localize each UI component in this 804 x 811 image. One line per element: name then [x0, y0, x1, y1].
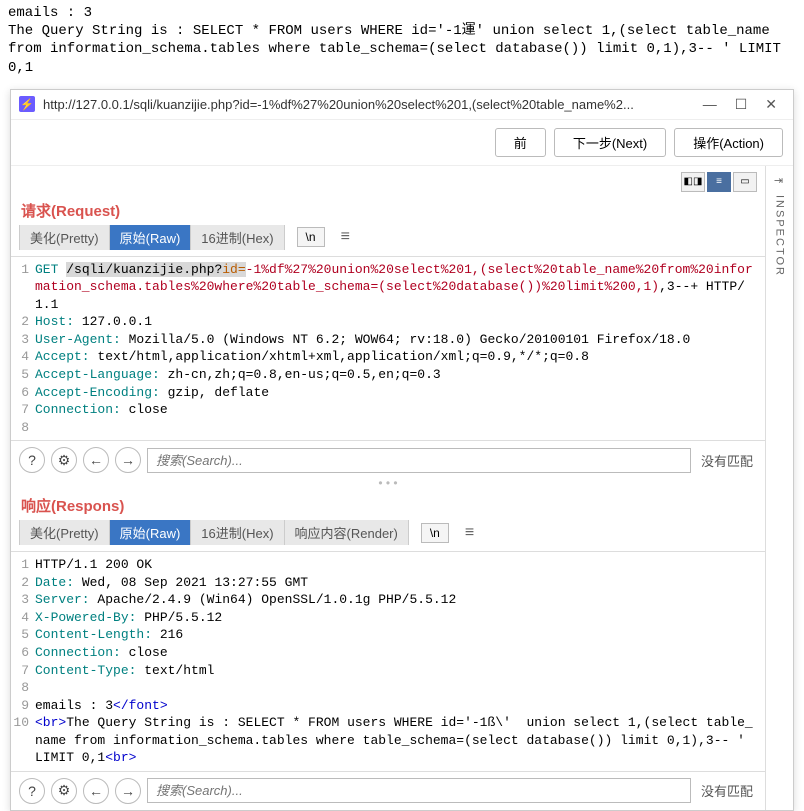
- request-tabs: 美化(Pretty) 原始(Raw) 16进制(Hex) \n ≡: [11, 225, 765, 257]
- tab-raw[interactable]: 原始(Raw): [110, 225, 192, 250]
- app-icon: ⚡: [19, 96, 35, 112]
- tab-pretty[interactable]: 美化(Pretty): [19, 225, 110, 250]
- prev-match-icon[interactable]: ←: [83, 778, 109, 804]
- code-line: 7Connection: close: [11, 401, 765, 419]
- layout-switcher: ◧◨ ≡ ▭: [11, 166, 765, 192]
- code-line: 1GET /sqli/kuanzijie.php?id=-1%df%27%20u…: [11, 261, 765, 314]
- no-match-label: 没有匹配: [697, 781, 757, 800]
- response-code[interactable]: 1HTTP/1.1 200 OK2Date: Wed, 08 Sep 2021 …: [11, 552, 765, 771]
- next-match-icon[interactable]: →: [115, 778, 141, 804]
- code-line: 1HTTP/1.1 200 OK: [11, 556, 765, 574]
- response-search-row: ? ⚙ ← → 没有匹配: [11, 771, 765, 810]
- response-tabs: 美化(Pretty) 原始(Raw) 16进制(Hex) 响应内容(Render…: [11, 520, 765, 552]
- help-icon[interactable]: ?: [19, 447, 45, 473]
- output-line: The Query String is : SELECT * FROM user…: [8, 22, 796, 77]
- inspector-label: INSPECTOR: [774, 195, 786, 277]
- layout-columns-icon[interactable]: ◧◨: [681, 172, 705, 192]
- search-input[interactable]: [147, 448, 691, 473]
- maximize-icon[interactable]: ☐: [735, 96, 748, 113]
- burp-window: ⚡ http://127.0.0.1/sqli/kuanzijie.php?id…: [10, 89, 794, 811]
- code-line: 2Host: 127.0.0.1: [11, 313, 765, 331]
- code-line: 9emails : 3</font>: [11, 697, 765, 715]
- response-header: 响应(Respons): [11, 487, 765, 520]
- code-line: 3Server: Apache/2.4.9 (Win64) OpenSSL/1.…: [11, 591, 765, 609]
- panel-divider[interactable]: • • •: [11, 479, 765, 487]
- code-line: 8: [11, 419, 765, 437]
- code-line: 2Date: Wed, 08 Sep 2021 13:27:55 GMT: [11, 574, 765, 592]
- layout-stacked-icon[interactable]: ≡: [707, 172, 731, 192]
- window-title: http://127.0.0.1/sqli/kuanzijie.php?id=-…: [43, 97, 695, 112]
- newline-toggle[interactable]: \n: [421, 523, 449, 543]
- code-line: 4X-Powered-By: PHP/5.5.12: [11, 609, 765, 627]
- inspector-sidebar[interactable]: ⇥ INSPECTOR: [765, 166, 793, 810]
- no-match-label: 没有匹配: [697, 451, 757, 470]
- tab-hex[interactable]: 16进制(Hex): [191, 520, 284, 545]
- tab-menu-icon[interactable]: ≡: [457, 522, 482, 544]
- close-icon[interactable]: ✕: [765, 96, 777, 113]
- code-line: 7Content-Type: text/html: [11, 662, 765, 680]
- minimize-icon[interactable]: —: [703, 96, 717, 113]
- layout-tabs-icon[interactable]: ▭: [733, 172, 757, 192]
- tab-render[interactable]: 响应内容(Render): [285, 520, 409, 545]
- code-line: 3User-Agent: Mozilla/5.0 (Windows NT 6.2…: [11, 331, 765, 349]
- window-controls: — ☐ ✕: [695, 96, 785, 113]
- gear-icon[interactable]: ⚙: [51, 778, 77, 804]
- panels: ◧◨ ≡ ▭ 请求(Request) 美化(Pretty) 原始(Raw) 16…: [11, 166, 765, 810]
- prev-button[interactable]: 前: [495, 128, 546, 157]
- action-button[interactable]: 操作(Action): [674, 128, 783, 157]
- tab-raw[interactable]: 原始(Raw): [110, 520, 192, 545]
- tab-hex[interactable]: 16进制(Hex): [191, 225, 284, 250]
- request-code[interactable]: 1GET /sqli/kuanzijie.php?id=-1%df%27%20u…: [11, 257, 765, 440]
- newline-toggle[interactable]: \n: [297, 227, 325, 247]
- help-icon[interactable]: ?: [19, 778, 45, 804]
- code-line: 5Accept-Language: zh-cn,zh;q=0.8,en-us;q…: [11, 366, 765, 384]
- request-header: 请求(Request): [11, 192, 765, 225]
- titlebar: ⚡ http://127.0.0.1/sqli/kuanzijie.php?id…: [11, 90, 793, 120]
- gear-icon[interactable]: ⚙: [51, 447, 77, 473]
- code-line: 10<br>The Query String is : SELECT * FRO…: [11, 714, 765, 767]
- code-line: 6Connection: close: [11, 644, 765, 662]
- tab-pretty[interactable]: 美化(Pretty): [19, 520, 110, 545]
- next-button[interactable]: 下一步(Next): [554, 128, 666, 157]
- code-line: 8: [11, 679, 765, 697]
- request-search-row: ? ⚙ ← → 没有匹配: [11, 440, 765, 479]
- code-line: 6Accept-Encoding: gzip, deflate: [11, 384, 765, 402]
- inspector-toggle-icon[interactable]: ⇥: [774, 174, 785, 187]
- action-bar: 前 下一步(Next) 操作(Action): [11, 120, 793, 166]
- search-input[interactable]: [147, 778, 691, 803]
- output-line: emails : 3: [8, 4, 796, 22]
- tab-menu-icon[interactable]: ≡: [333, 226, 358, 248]
- code-line: 5Content-Length: 216: [11, 626, 765, 644]
- code-line: 4Accept: text/html,application/xhtml+xml…: [11, 348, 765, 366]
- page-output: emails : 3 The Query String is : SELECT …: [0, 0, 804, 81]
- prev-match-icon[interactable]: ←: [83, 447, 109, 473]
- next-match-icon[interactable]: →: [115, 447, 141, 473]
